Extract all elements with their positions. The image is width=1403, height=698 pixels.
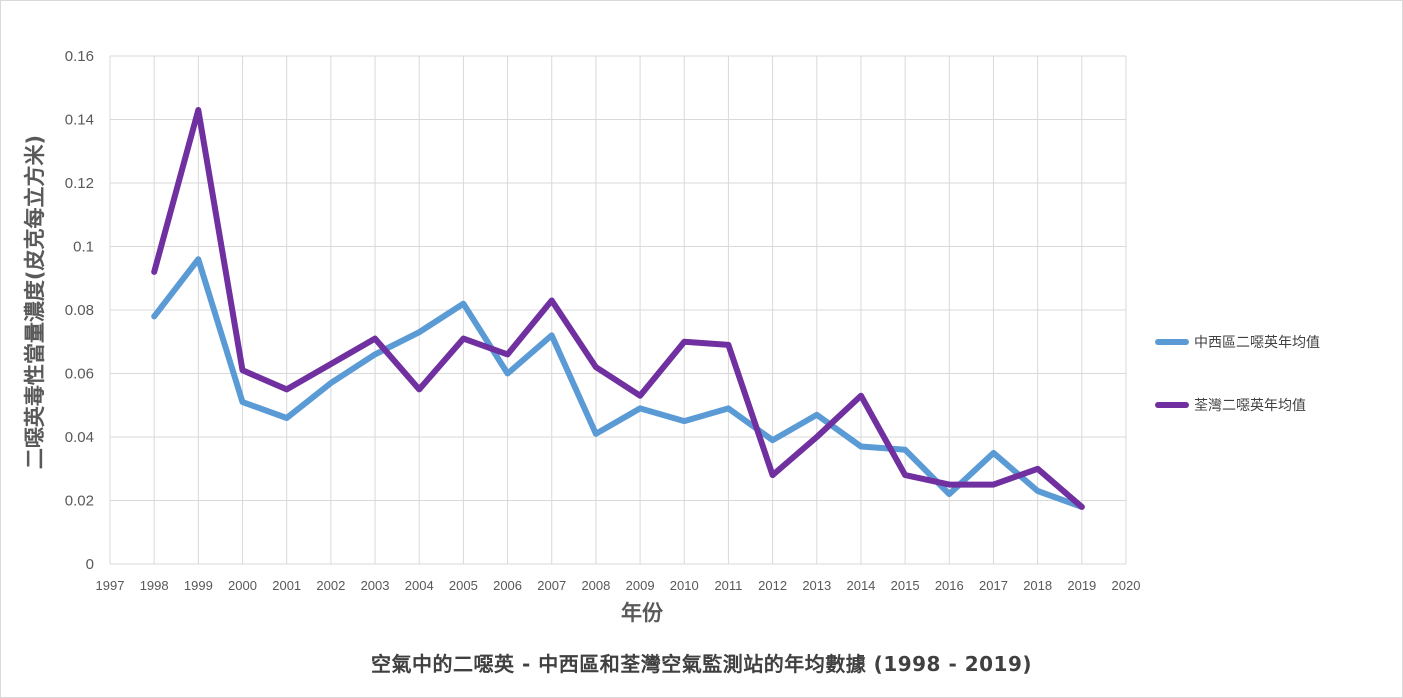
data-point [904, 449, 906, 451]
data-point [1037, 468, 1039, 470]
data-point [462, 338, 464, 340]
y-tick-label: 0.06 [65, 366, 94, 383]
x-tick-label: 2002 [316, 578, 345, 593]
x-tick-label: 2013 [802, 578, 831, 593]
x-tick-label: 2004 [405, 578, 434, 593]
data-point [727, 344, 729, 346]
x-tick-label: 2000 [228, 578, 257, 593]
data-point [1081, 506, 1083, 508]
x-tick-label: 1999 [184, 578, 213, 593]
series-lines [151, 107, 1085, 510]
y-tick-label: 0 [86, 556, 94, 573]
y-tick-label: 0.14 [65, 112, 94, 129]
y-axis-title: 二噁英毒性當量濃度(皮克每立方米) [23, 135, 47, 469]
x-tick-label: 2017 [979, 578, 1008, 593]
horizontal-gridlines [110, 55, 1126, 565]
data-point [1037, 490, 1039, 492]
y-tick-label: 0.16 [65, 48, 94, 65]
data-point [418, 388, 420, 390]
data-point [948, 484, 950, 486]
data-point [242, 369, 244, 371]
data-point [816, 414, 818, 416]
y-tick-label: 0.12 [65, 175, 94, 192]
series-line-2 [151, 107, 1085, 510]
y-tick-labels: 0 0.02 0.04 0.06 0.08 0.1 0.12 0.14 0.16 [65, 48, 94, 573]
legend-label: 中西區二噁英年均值 [1194, 334, 1320, 351]
y-tick-label: 0.04 [65, 429, 94, 446]
legend-item-1: 中西區二噁英年均值 [1155, 334, 1320, 351]
data-point [816, 436, 818, 438]
x-tick-label: 2015 [891, 578, 920, 593]
x-tick-label: 2011 [714, 578, 742, 593]
x-tick-label: 2020 [1112, 578, 1141, 593]
data-point [197, 258, 199, 260]
data-point [330, 363, 332, 365]
data-point [639, 407, 641, 409]
data-point [772, 474, 774, 476]
data-point [639, 395, 641, 397]
x-tick-label: 2012 [758, 578, 787, 593]
x-tick-label: 2010 [670, 578, 699, 593]
data-point [595, 366, 597, 368]
x-tick-label: 2008 [581, 578, 610, 593]
data-point [462, 303, 464, 305]
x-tick-labels: 1997 1998 1999 2000 2001 2002 2003 2004 2005 2006… [96, 578, 1141, 593]
data-point [330, 382, 332, 384]
legend-item-2: 荃灣二噁英年均值 [1155, 397, 1306, 414]
data-point [418, 331, 420, 333]
x-tick-label: 2005 [449, 578, 478, 593]
x-tick-label: 2003 [361, 578, 390, 593]
x-axis-title: 年份 [621, 601, 664, 625]
data-point [683, 341, 685, 343]
series-line-1 [151, 256, 1085, 510]
data-point [992, 452, 994, 454]
data-point [374, 353, 376, 355]
data-point [683, 420, 685, 422]
data-point [992, 484, 994, 486]
y-tick-label: 0.02 [65, 493, 94, 510]
x-tick-label: 2014 [846, 578, 875, 593]
data-point [551, 299, 553, 301]
x-tick-label: 2009 [626, 578, 655, 593]
data-point [904, 474, 906, 476]
x-tick-label: 2016 [935, 578, 964, 593]
chart-caption: 空氣中的二噁英 - 中西區和荃灣空氣監測站的年均數據 (1998 - 2019) [370, 652, 1033, 676]
data-point [374, 338, 376, 340]
data-point [153, 315, 155, 317]
data-point [948, 493, 950, 495]
x-tick-label: 1998 [140, 578, 169, 593]
x-tick-label: 2007 [537, 578, 566, 593]
x-tick-label: 2019 [1067, 578, 1096, 593]
data-point [242, 401, 244, 403]
x-tick-label: 2018 [1023, 578, 1052, 593]
x-tick-label: 2006 [493, 578, 522, 593]
data-point [507, 373, 509, 374]
data-point [727, 407, 729, 409]
x-tick-label: 2001 [272, 578, 301, 593]
data-point [507, 353, 509, 355]
data-point [153, 271, 155, 273]
data-point [860, 395, 862, 397]
data-point [551, 334, 553, 336]
legend-label: 荃灣二噁英年均值 [1194, 397, 1306, 414]
data-point [197, 109, 199, 111]
data-point [595, 433, 597, 435]
data-point [772, 439, 774, 441]
data-point [286, 417, 288, 419]
y-tick-label: 0.1 [73, 239, 94, 256]
data-point [286, 388, 288, 390]
x-tick-label: 1997 [96, 578, 125, 593]
y-tick-label: 0.08 [65, 302, 94, 319]
data-point [860, 446, 862, 448]
